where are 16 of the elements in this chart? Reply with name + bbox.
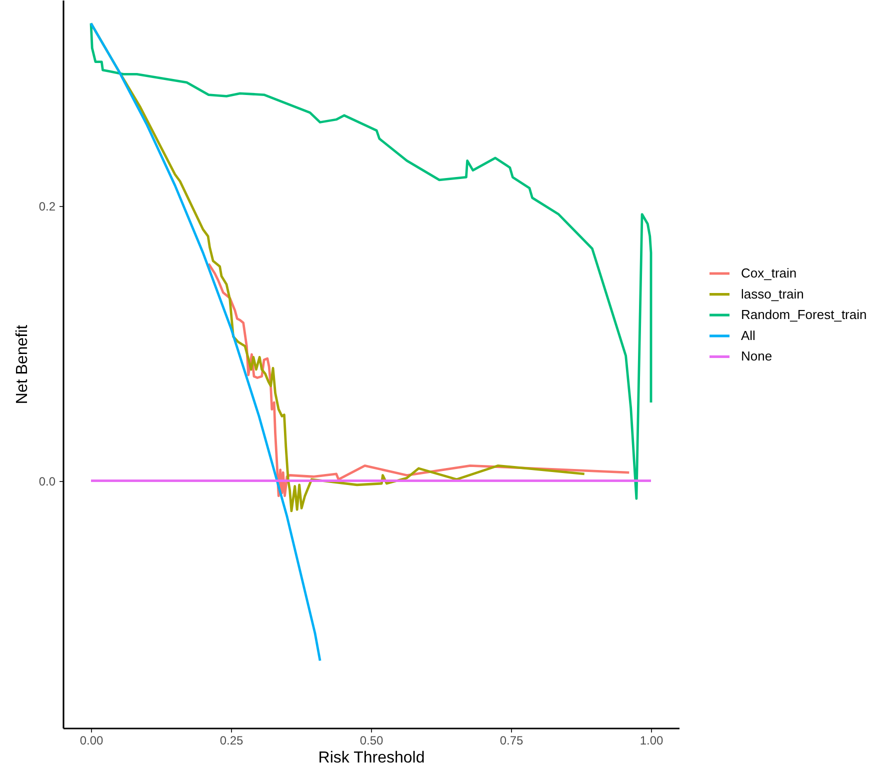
legend-label: All: [741, 328, 756, 343]
legend-label: None: [741, 348, 772, 364]
x-axis-title: Risk Threshold: [318, 750, 425, 766]
line-series: [207, 262, 630, 498]
y-axis-title: Net Benefit: [14, 324, 31, 404]
line-series: [90, 22, 322, 662]
x-tick-label: 0.25: [220, 734, 244, 748]
x-tick-label: 0.50: [360, 734, 384, 748]
x-tick-label: 0.00: [80, 734, 104, 748]
y-tick-label: 0.2: [38, 200, 56, 214]
legend-label: lasso_train: [741, 286, 804, 302]
legend-label: Cox_train: [741, 266, 797, 280]
legend-label: Random_Forest_train: [741, 307, 867, 322]
y-tick-label: 0.0: [38, 474, 56, 488]
x-tick-label: 0.75: [500, 734, 524, 748]
x-tick-label: 1.00: [640, 734, 664, 748]
